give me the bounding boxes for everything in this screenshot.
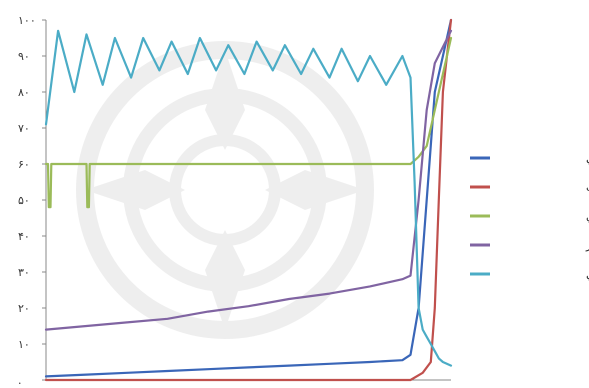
series-line-2 <box>44 18 453 382</box>
y-tick-label: ۲۰ <box>18 302 30 315</box>
y-axis-ticks: . ۱۰ ۲۰ ۳۰ ۴۰ ۵۰ ۶۰ ۷۰ ۸۰ ۹۰ ۱۰۰ <box>18 14 46 387</box>
series-line-5 <box>44 29 453 367</box>
y-tick-label: ۵۰ <box>18 194 30 207</box>
legend-label-2: مركزيت بينيت <box>586 181 589 194</box>
legend-label-3: مركزيت نزديكي <box>586 210 589 223</box>
legend: مركزيت درجه‌اي مركزيت بينيت مركزيت نزديكي م… <box>470 152 589 281</box>
y-tick-label: ۳۰ <box>18 266 30 279</box>
y-tick-label: ۶۰ <box>18 158 30 171</box>
y-tick-label: ۸۰ <box>18 86 30 99</box>
y-tick-label: ۷۰ <box>18 122 30 135</box>
y-tick-label: ۱۰۰ <box>18 14 36 27</box>
y-tick-label: ۹۰ <box>18 50 30 63</box>
legend-label-4: مركزيت ويژه‌بردار <box>585 239 589 252</box>
y-tick-label: ۱۰ <box>18 338 30 351</box>
series-line-3 <box>44 36 453 209</box>
legend-label-1: مركزيت درجه‌اي <box>586 152 589 165</box>
y-tick-label: . <box>18 374 22 387</box>
watermark-logo <box>76 41 374 339</box>
series-lines <box>44 18 453 382</box>
legend-label-5: ضريب خوشه‌بندي <box>586 268 589 281</box>
series-line-4 <box>44 29 453 331</box>
series-line-1 <box>44 18 453 378</box>
y-tick-label: ۴۰ <box>18 230 30 243</box>
